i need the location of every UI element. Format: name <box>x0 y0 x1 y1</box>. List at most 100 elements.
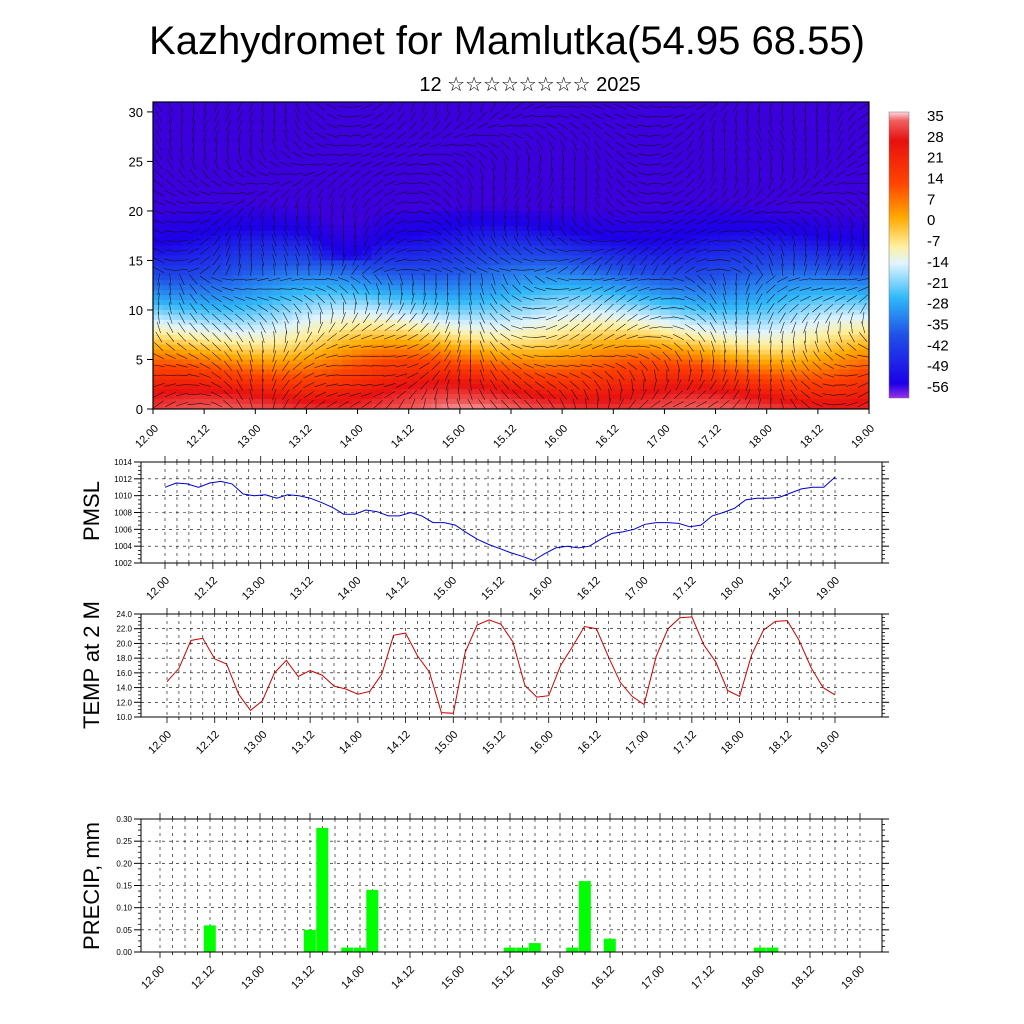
heatmap-cell <box>192 176 204 182</box>
heatmap-cell <box>471 161 482 167</box>
wind-vector <box>236 360 243 372</box>
heatmap-cell <box>401 349 413 356</box>
heatmap-cell <box>560 141 572 148</box>
heatmap-cell <box>371 364 383 370</box>
heatmap-cell <box>272 270 283 276</box>
heatmap-cell <box>610 384 621 390</box>
heatmap-cell <box>182 280 194 286</box>
heatmap-cell <box>829 300 840 306</box>
heatmap-cell <box>202 161 214 167</box>
wind-vector <box>305 102 313 112</box>
heatmap-cell <box>401 245 413 252</box>
heatmap-cell <box>540 314 552 321</box>
heatmap-cell <box>222 354 234 361</box>
wind-vector <box>305 331 313 343</box>
heatmap-cell <box>401 121 413 128</box>
heatmap-cell <box>520 309 532 316</box>
heatmap-cell <box>451 379 462 385</box>
heatmap-cell <box>312 240 323 247</box>
heatmap-cell <box>759 146 771 153</box>
wind-vector <box>188 342 199 351</box>
heatmap-cell <box>829 255 840 262</box>
heatmap-cell <box>839 166 850 172</box>
heatmap-cell <box>640 186 651 192</box>
heatmap-cell <box>202 344 214 351</box>
heatmap-cell <box>262 136 273 143</box>
heatmap-cell <box>511 161 522 167</box>
heatmap-cell <box>789 181 800 187</box>
heatmap-cell <box>371 305 383 311</box>
heatmap-cell <box>262 171 273 177</box>
heatmap-cell <box>620 225 631 232</box>
heatmap-cell <box>162 265 174 271</box>
heatmap-cell <box>819 240 830 247</box>
heatmap-cell <box>709 265 721 271</box>
heatmap-cell <box>491 290 502 296</box>
heatmap-cell <box>829 379 840 385</box>
heatmap-cell <box>391 300 403 306</box>
heatmap-cell <box>232 270 244 276</box>
heatmap-cell <box>560 319 572 326</box>
heatmap-cell <box>739 116 751 123</box>
heatmap-cell <box>242 314 254 321</box>
heatmap-cell <box>292 166 303 172</box>
heatmap-cell <box>590 250 602 257</box>
wind-vector <box>279 288 292 290</box>
heatmap-cell <box>819 176 830 182</box>
heatmap-cell <box>252 230 263 237</box>
heatmap-cell <box>680 201 691 207</box>
heatmap-cell <box>620 404 631 409</box>
heatmap-cell <box>650 126 661 133</box>
heatmap-cell <box>620 240 631 247</box>
heatmap-cell <box>580 270 592 276</box>
heatmap-cell <box>709 146 721 153</box>
wind-vector <box>225 110 231 123</box>
heatmap-cell <box>242 240 254 247</box>
heatmap-cell <box>530 275 542 281</box>
heatmap-cell <box>699 156 711 163</box>
heatmap-cell <box>381 399 393 405</box>
heatmap-cell <box>560 324 572 331</box>
heatmap-cell <box>560 290 572 296</box>
heatmap-cell <box>600 354 612 361</box>
heatmap-cell <box>421 225 433 232</box>
heatmap-cell <box>421 354 433 361</box>
wind-vector <box>282 139 290 151</box>
wind-vector <box>168 102 173 113</box>
heatmap-cell <box>302 369 313 375</box>
heatmap-cell <box>670 156 681 163</box>
heatmap-cell <box>282 349 293 356</box>
wind-vector <box>211 218 222 226</box>
heatmap-cell <box>153 102 164 108</box>
heatmap-cell <box>699 270 711 276</box>
heatmap-cell <box>660 151 671 158</box>
heatmap-cell <box>520 136 532 143</box>
heatmap-cell <box>501 334 512 341</box>
heatmap-cell <box>630 116 641 123</box>
heatmap-cell <box>381 106 393 113</box>
heatmap-cell <box>332 166 343 172</box>
heatmap-cell <box>839 354 850 361</box>
heatmap-cell <box>859 250 869 257</box>
heatmap-cell <box>242 220 254 227</box>
heatmap-cell <box>481 379 492 385</box>
heatmap-cell <box>839 201 850 207</box>
heatmap-cell <box>431 270 442 276</box>
heatmap-cell <box>272 265 283 271</box>
heatmap-cell <box>849 394 860 400</box>
heatmap-cell <box>202 255 214 262</box>
heatmap-cell <box>580 111 592 118</box>
wind-vector <box>176 342 187 351</box>
heatmap-cell <box>520 201 532 207</box>
heatmap-cell <box>769 389 781 395</box>
wind-vector <box>261 235 265 248</box>
heatmap-cell <box>381 379 393 385</box>
heatmap-cell <box>859 260 869 266</box>
heatmap-cell <box>660 305 671 311</box>
heatmap-cell <box>640 285 651 291</box>
heatmap-cell <box>540 354 552 361</box>
wind-vector <box>295 254 300 267</box>
heatmap-cell <box>172 181 184 187</box>
heatmap-cell <box>172 389 184 395</box>
heatmap-cell <box>411 349 423 356</box>
